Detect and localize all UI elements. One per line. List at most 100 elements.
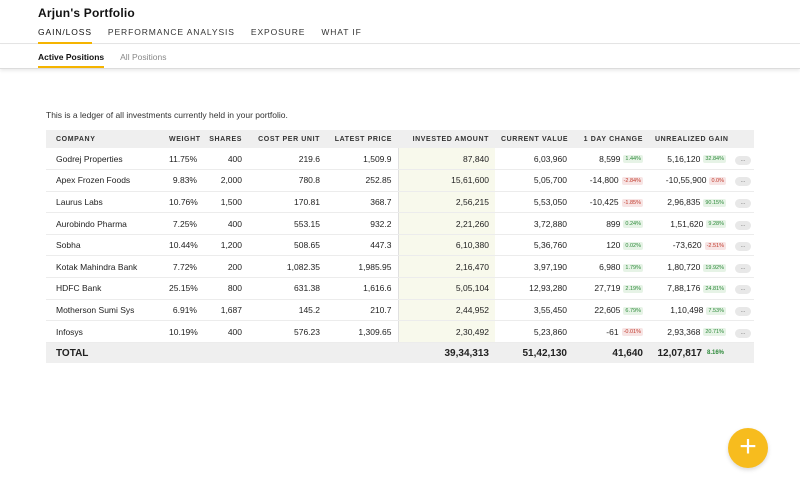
cell-unrealized-gain: 1,51,620 9.28% (649, 212, 732, 235)
day-change-value: 27,719 (594, 283, 621, 294)
day-change-value: -10,425 (589, 196, 619, 207)
row-menu-button[interactable]: ... (735, 220, 751, 230)
sub-navigation: Active Positions All Positions (0, 45, 800, 69)
cell-cost-per-unit: 780.8 (248, 169, 326, 192)
cell-cost-per-unit: 170.81 (248, 191, 326, 214)
cell-weight: 10.76% (163, 191, 203, 214)
day-change-percent-badge: 1.79% (623, 263, 643, 272)
unrealized-gain-percent-badge: -2.51% (704, 241, 726, 250)
row-menu-button[interactable]: ... (735, 198, 751, 208)
cell-company: Sobha (46, 234, 163, 257)
cell-cost-per-unit: 576.23 (248, 320, 326, 343)
column-header-shares[interactable]: SHARES (203, 130, 248, 148)
column-header-latest-price[interactable]: LATEST PRICE (326, 130, 398, 148)
day-change-value: -61 (606, 326, 619, 337)
table-row[interactable]: Infosys 10.19% 400 576.23 1,309.65 2,30,492 5,… (46, 320, 754, 343)
tab-what-if[interactable]: WHAT IF (321, 27, 362, 37)
row-menu-button[interactable]: ... (735, 177, 751, 187)
column-header-1-day-change[interactable]: 1 DAY CHANGE (573, 130, 649, 148)
tab-exposure[interactable]: EXPOSURE (250, 27, 306, 37)
table-row[interactable]: Godrej Properties 11.75% 400 219.6 1,509.9 87… (46, 148, 754, 171)
cell-unrealized-gain: 2,96,835 90.15% (649, 191, 732, 214)
total-invested: 39,34,313 (398, 342, 495, 364)
cell-company: Godrej Properties (46, 148, 163, 171)
cell-shares: 400 (203, 212, 248, 235)
day-change-value: 6,980 (599, 261, 621, 272)
cell-shares: 200 (203, 255, 248, 279)
unrealized-gain-value: -73,620 (672, 240, 702, 251)
cell-current-value: 12,93,280 (495, 277, 573, 300)
table-row[interactable]: Sobha 10.44% 1,200 508.65 447.3 6,10,380 5,36,… (46, 234, 754, 257)
day-change-percent-badge: -2.84% (621, 177, 643, 186)
table-row[interactable]: Laurus Labs 10.76% 1,500 170.81 368.7 2,56,21… (46, 191, 754, 214)
row-menu-button[interactable]: ... (735, 155, 751, 165)
cell-weight: 10.19% (163, 320, 203, 343)
cell-1-day-change: 6,980 1.79% (573, 255, 649, 279)
sub-tabs: Active Positions All Positions (38, 52, 182, 68)
row-menu-button[interactable]: ... (735, 263, 751, 273)
cell-cost-per-unit: 553.15 (248, 212, 326, 235)
cell-unrealized-gain: 1,80,720 19.92% (649, 255, 732, 279)
cell-current-value: 5,53,050 (495, 191, 573, 214)
tab-active-positions[interactable]: Active Positions (38, 52, 105, 68)
row-menu-button[interactable]: ... (735, 242, 751, 252)
tab-gain-loss[interactable]: GAIN/LOSS (38, 27, 92, 44)
cell-invested-amount: 15,61,600 (398, 169, 495, 192)
tab-all-positions[interactable]: All Positions (120, 52, 167, 62)
row-menu-button[interactable]: ... (735, 285, 751, 295)
cell-invested-amount: 2,44,952 (398, 299, 495, 322)
total-row: TOTAL 39,34,313 51,42,130 41,640 12,07,8… (46, 342, 754, 364)
cell-unrealized-gain: 5,16,120 32.84% (649, 148, 732, 171)
table-row[interactable]: Kotak Mahindra Bank 7.72% 200 1,082.35 1,985… (46, 255, 754, 279)
total-cost (248, 342, 326, 364)
table-row[interactable]: Aurobindo Pharma 7.25% 400 553.15 932.2 2,21,… (46, 212, 754, 235)
unrealized-gain-value: 1,80,720 (667, 261, 701, 272)
unrealized-gain-value: -10,55,900 (665, 175, 707, 186)
cell-actions: ... (732, 148, 754, 171)
cell-current-value: 3,55,450 (495, 299, 573, 322)
row-menu-button[interactable]: ... (735, 306, 751, 316)
table-row[interactable]: Motherson Sumi Sys 6.91% 1,687 145.2 210.7 2,… (46, 299, 754, 322)
cell-shares: 1,687 (203, 299, 248, 322)
tab-performance-analysis[interactable]: PERFORMANCE ANALYSIS (107, 27, 235, 37)
day-change-percent-badge: 0.02% (623, 241, 643, 250)
column-header-weight[interactable]: WEIGHT (163, 130, 203, 148)
total-day-change: 41,640 (573, 342, 649, 364)
cell-invested-amount: 6,10,380 (398, 234, 495, 257)
row-menu-button[interactable]: ... (735, 328, 751, 338)
cell-invested-amount: 2,16,470 (398, 255, 495, 279)
cell-actions: ... (732, 212, 754, 235)
cell-1-day-change: 27,719 2.19% (573, 277, 649, 300)
cell-actions: ... (732, 255, 754, 279)
column-header-company[interactable]: COMPANY (46, 130, 163, 148)
unrealized-gain-value: 7,88,176 (667, 283, 701, 294)
cell-invested-amount: 2,30,492 (398, 320, 495, 343)
unrealized-gain-percent-badge: 24.81% (703, 285, 726, 294)
main-tabs: GAIN/LOSS PERFORMANCE ANALYSIS EXPOSURE … (38, 27, 378, 44)
cell-weight: 25.15% (163, 277, 203, 300)
cell-invested-amount: 2,21,260 (398, 212, 495, 235)
column-header-cost-per-unit[interactable]: COST PER UNIT (248, 130, 326, 148)
cell-actions: ... (732, 169, 754, 192)
cell-cost-per-unit: 508.65 (248, 234, 326, 257)
cell-1-day-change: -61 -0.01% (573, 320, 649, 343)
cell-cost-per-unit: 145.2 (248, 299, 326, 322)
table-row[interactable]: HDFC Bank 25.15% 800 631.38 1,616.6 5,05,104 1… (46, 277, 754, 300)
day-change-percent-badge: 6.79% (623, 306, 643, 315)
column-header-invested-amount[interactable]: INVESTED AMOUNT (398, 130, 495, 148)
cell-actions: ... (732, 234, 754, 257)
table-header-row: COMPANY WEIGHT SHARES COST PER UNIT LATE… (46, 130, 754, 148)
column-header-current-value[interactable]: CURRENT VALUE (495, 130, 573, 148)
day-change-percent-badge: 1.44% (623, 155, 643, 164)
column-header-unrealized-gain[interactable]: UNREALIZED GAIN (649, 130, 732, 148)
table-row[interactable]: Apex Frozen Foods 9.83% 2,000 780.8 252.85 15… (46, 169, 754, 192)
cell-current-value: 3,72,880 (495, 212, 573, 235)
add-position-button[interactable]: + (728, 428, 768, 468)
positions-table: COMPANY WEIGHT SHARES COST PER UNIT LATE… (46, 130, 754, 364)
total-price (326, 342, 398, 364)
cell-1-day-change: 120 0.02% (573, 234, 649, 257)
column-header-actions (732, 130, 754, 148)
cell-shares: 1,500 (203, 191, 248, 214)
cell-weight: 7.25% (163, 212, 203, 235)
cell-latest-price: 210.7 (326, 299, 399, 322)
